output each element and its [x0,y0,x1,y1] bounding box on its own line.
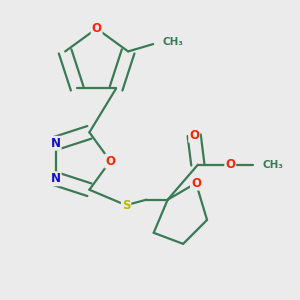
Text: N: N [51,137,61,150]
Text: N: N [51,172,61,185]
Text: S: S [122,199,130,212]
Text: O: O [105,154,115,167]
Text: O: O [92,22,102,35]
Text: CH₃: CH₃ [162,37,183,47]
Text: CH₃: CH₃ [262,160,283,170]
Text: O: O [225,158,235,171]
Text: O: O [191,177,201,190]
Text: O: O [189,129,199,142]
